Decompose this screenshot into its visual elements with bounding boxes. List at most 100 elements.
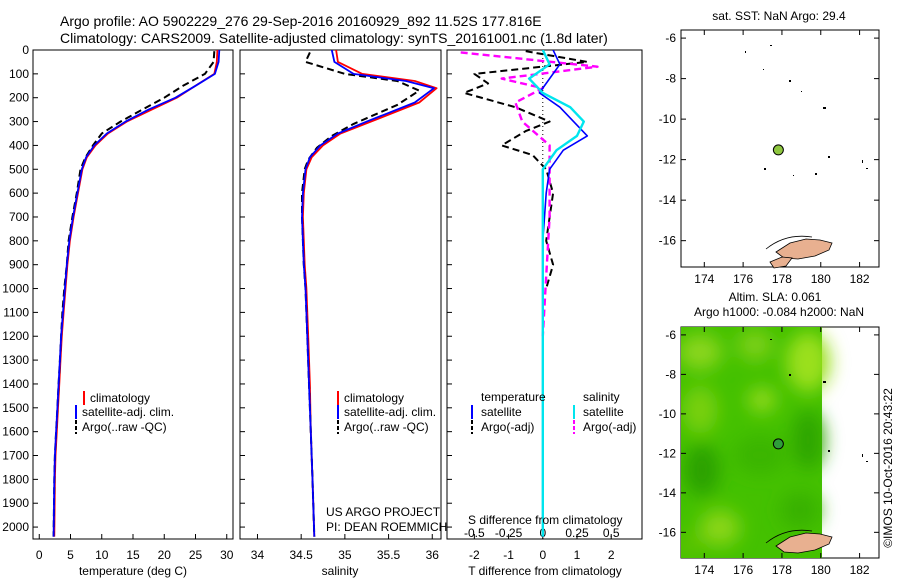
imos-stamp: ©IMOS 10-Oct-2016 20:43:22 <box>881 388 895 548</box>
x-tick-label: 2 <box>608 548 615 562</box>
sst-map-title: sat. SST: NaN Argo: 29.4 <box>712 9 846 23</box>
x-tick-label: 5 <box>67 548 74 562</box>
legend-salinity-heading: salinity <box>583 390 620 404</box>
temperature-x-axis: 0 5 10 15 20 25 30 <box>36 534 234 562</box>
x-tick-label: 25 <box>189 548 203 562</box>
x-tick-label: 0 <box>539 548 546 562</box>
x-tick-label: -2 <box>469 548 480 562</box>
map-x-tick-label: 180 <box>811 272 831 286</box>
sst-map-islets <box>745 45 868 176</box>
map-y-tick-label: -8 <box>665 72 676 86</box>
depth-tick-label: 400 <box>9 138 29 152</box>
depth-tick-label: 800 <box>9 234 29 248</box>
difference-panel: -2 -1 0 1 2-0.5 -0.25 0 0.25 0.5 S difference fr… <box>446 49 643 578</box>
x-tick-label: 35 <box>338 548 352 562</box>
sla-map-islets <box>770 339 868 462</box>
map-y-tick-label: -14 <box>659 193 677 207</box>
depth-tick-label: 600 <box>9 186 29 200</box>
legend-t-argo-label: Argo(-adj) <box>481 420 534 434</box>
t-diff-argo-line <box>463 50 589 289</box>
fiji-landmass <box>775 532 833 554</box>
x-tick-label: 20 <box>158 548 172 562</box>
depth-axis: 0 100 200 300 400 500 600 700 800 900 1000 1100 1200… <box>2 43 38 534</box>
temperature-profiles <box>52 50 221 537</box>
depth-tick-label: 900 <box>9 258 29 272</box>
legend-satellite-label: satellite-adj. clim. <box>344 405 436 419</box>
depth-tick-label: 1700 <box>2 449 29 463</box>
map-y-tick-label: -16 <box>659 234 677 248</box>
s-diff-satellite-line <box>527 50 585 537</box>
depth-tick-label: 1800 <box>2 472 29 486</box>
map-y-tick-label: -6 <box>665 328 676 342</box>
salinity-satellite-line <box>301 50 435 537</box>
sst-map-panel: sat. SST: NaN Argo: 29.4 174 176 178 180 182… <box>659 9 880 286</box>
legend-climatology-label: climatology <box>90 391 150 405</box>
temperature-panel: 0100200300400500600700800900100011001200… <box>2 43 233 578</box>
map-x-tick-label: 174 <box>694 563 714 577</box>
sst-map-land <box>765 235 833 269</box>
map-x-tick-label: 174 <box>694 272 714 286</box>
salinity-panel: 34 34.5 35 35.5 36 salinity climatology sate… <box>239 49 447 578</box>
depth-tick-label: 0 <box>22 43 29 57</box>
map-x-tick-label: 176 <box>733 563 753 577</box>
s-diff-tick-label: 0.25 <box>565 526 589 540</box>
legend-climatology-label: climatology <box>344 391 404 405</box>
depth-tick-label: 200 <box>9 91 29 105</box>
x-tick-label: 36 <box>426 548 440 562</box>
map-x-tick-label: 182 <box>850 272 870 286</box>
map-x-tick-label: 182 <box>850 563 870 577</box>
reef-outline <box>765 235 813 250</box>
map-x-tick-label: 178 <box>772 272 792 286</box>
temperature-satellite-line <box>52 50 221 537</box>
s-diff-tick-label: -0.5 <box>464 526 485 540</box>
s-difference-axis-label: S difference from climatology <box>468 513 623 527</box>
sla-map-title-line2: Argo h1000: -0.084 h2000: NaN <box>694 305 864 319</box>
depth-tick-label: 100 <box>9 67 29 81</box>
legend-argo-label: Argo(..raw -QC) <box>82 420 167 434</box>
depth-tick-label: 1900 <box>2 496 29 510</box>
salinity-x-axis: 34 34.5 35 35.5 36 <box>251 534 439 562</box>
project-credit: US ARGO PROJECT <box>326 505 441 519</box>
map-y-tick-label: -6 <box>665 31 676 45</box>
map-y-tick-label: -12 <box>659 446 677 460</box>
temperature-legend: climatology satellite-adj. clim. Argo(..… <box>75 391 174 434</box>
argo-sst-marker <box>772 144 784 156</box>
legend-s-satellite-label: satellite <box>583 405 624 419</box>
pi-credit: PI: DEAN ROEMMICH <box>326 520 447 534</box>
map-y-tick-label: -16 <box>659 525 677 539</box>
figure-title-line1: Argo profile: AO 5902229_276 29-Sep-2016… <box>60 13 542 29</box>
s-diff-tick-label: 0.5 <box>603 526 620 540</box>
temperature-axis-label: temperature (deg C) <box>79 564 187 578</box>
x-tick-label: 34 <box>251 548 265 562</box>
sla-map-land <box>765 529 833 554</box>
reef-outline <box>765 529 813 544</box>
depth-tick-label: 1100 <box>3 305 29 319</box>
difference-legend: temperature salinity satellite Argo(-adj… <box>471 390 636 434</box>
depth-tick-label: 500 <box>9 162 29 176</box>
x-tick-label: 15 <box>126 548 140 562</box>
x-tick-label: -1 <box>503 548 514 562</box>
x-tick-label: 35.5 <box>377 548 401 562</box>
sla-map-panel: Altim. SLA: 0.061 Argo h1000: -0.084 h20… <box>659 290 880 577</box>
difference-y-ticks <box>447 49 452 528</box>
t-difference-axis-label: T difference from climatology <box>468 564 622 578</box>
depth-tick-label: 1200 <box>2 329 29 343</box>
salinity-legend: climatology satellite-adj. clim. Argo(..… <box>337 391 436 434</box>
depth-tick-label: 1600 <box>2 425 29 439</box>
figure-title-line2: Climatology: CARS2009. Satellite-adjuste… <box>60 30 608 46</box>
depth-tick-label: 2000 <box>2 520 29 534</box>
map-x-tick-label: 178 <box>772 563 792 577</box>
depth-tick-label: 1300 <box>2 353 29 367</box>
map-x-tick-label: 176 <box>733 272 753 286</box>
salinity-profiles <box>301 50 438 537</box>
map-x-tick-label: 180 <box>811 563 831 577</box>
salinity-axis-label: salinity <box>322 564 359 578</box>
sla-map-title-line1: Altim. SLA: 0.061 <box>729 290 822 304</box>
x-tick-label: 1 <box>574 548 581 562</box>
x-tick-label: 10 <box>95 548 109 562</box>
map-y-tick-label: -10 <box>659 407 677 421</box>
depth-tick-label: 300 <box>9 115 29 129</box>
depth-tick-label: 700 <box>9 210 29 224</box>
argo-sla-marker <box>772 438 784 450</box>
